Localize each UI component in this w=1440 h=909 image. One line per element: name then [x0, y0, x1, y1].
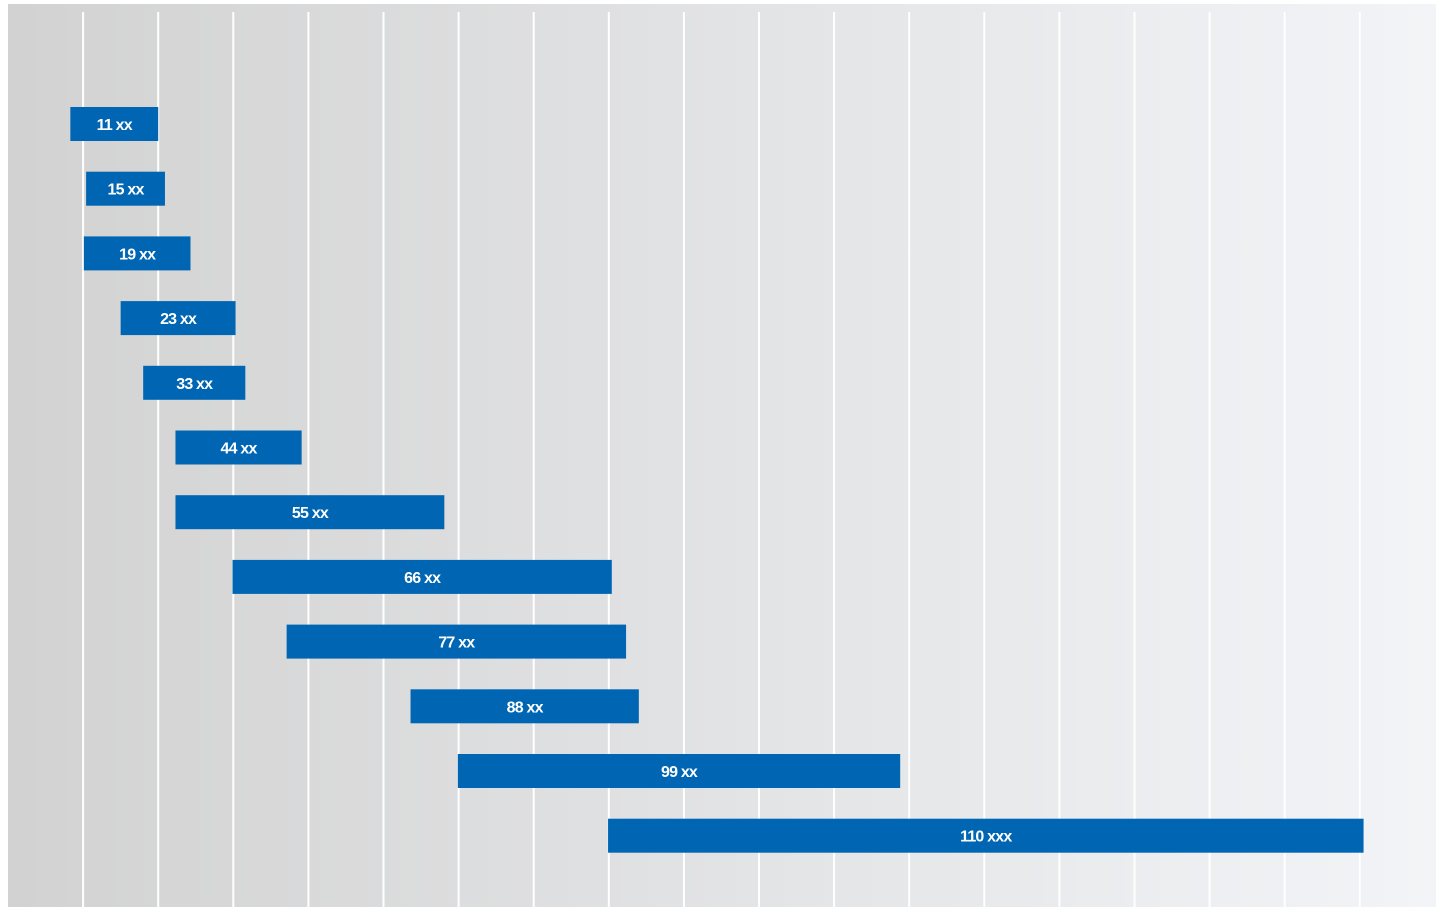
bar: [175, 430, 302, 465]
bar-label: 110 xxx: [960, 829, 1012, 846]
bar: [457, 754, 901, 788]
bar-group: 77 xx: [286, 624, 627, 659]
bar-label: 33 xx: [176, 376, 213, 393]
bar: [83, 236, 191, 271]
bar-label: 55 xx: [292, 505, 329, 522]
bar: [175, 495, 445, 530]
bar-group: 15 xx: [86, 171, 165, 206]
bar-label: 19 xx: [119, 246, 156, 263]
bar-group: 99 xx: [457, 754, 901, 788]
bar-group: 19 xx: [83, 236, 191, 271]
bars: 11 xx 15 xx 19 xx 23 xx 33 xx 44 xx 55 xx 66 xx…: [70, 107, 1364, 853]
bar-label: 66 xx: [404, 570, 441, 587]
bar-group: 88 xx: [410, 689, 639, 724]
bar: [143, 365, 246, 400]
bar: [286, 624, 627, 659]
bar-group: 11 xx: [70, 107, 159, 141]
bar-group: 55 xx: [175, 495, 445, 530]
bar: [232, 559, 612, 594]
bar: [86, 171, 165, 206]
bar-label: 15 xx: [108, 182, 145, 199]
bar-group: 110 xxx: [608, 818, 1364, 853]
bar: [608, 818, 1364, 853]
bar-label: 44 xx: [221, 441, 258, 458]
bar-group: 23 xx: [120, 301, 236, 336]
bar: [410, 689, 639, 724]
bar-group: 66 xx: [232, 559, 612, 594]
bar-label: 88 xx: [507, 699, 544, 716]
bar-label: 77 xx: [438, 635, 475, 652]
bar-label: 99 xx: [661, 764, 698, 781]
bar-label: 11 xx: [97, 117, 133, 134]
bar: [120, 301, 236, 336]
bar-group: 44 xx: [175, 430, 302, 465]
bar: [70, 107, 159, 141]
bar-label: 23 xx: [160, 311, 197, 328]
bar-group: 33 xx: [143, 365, 246, 400]
